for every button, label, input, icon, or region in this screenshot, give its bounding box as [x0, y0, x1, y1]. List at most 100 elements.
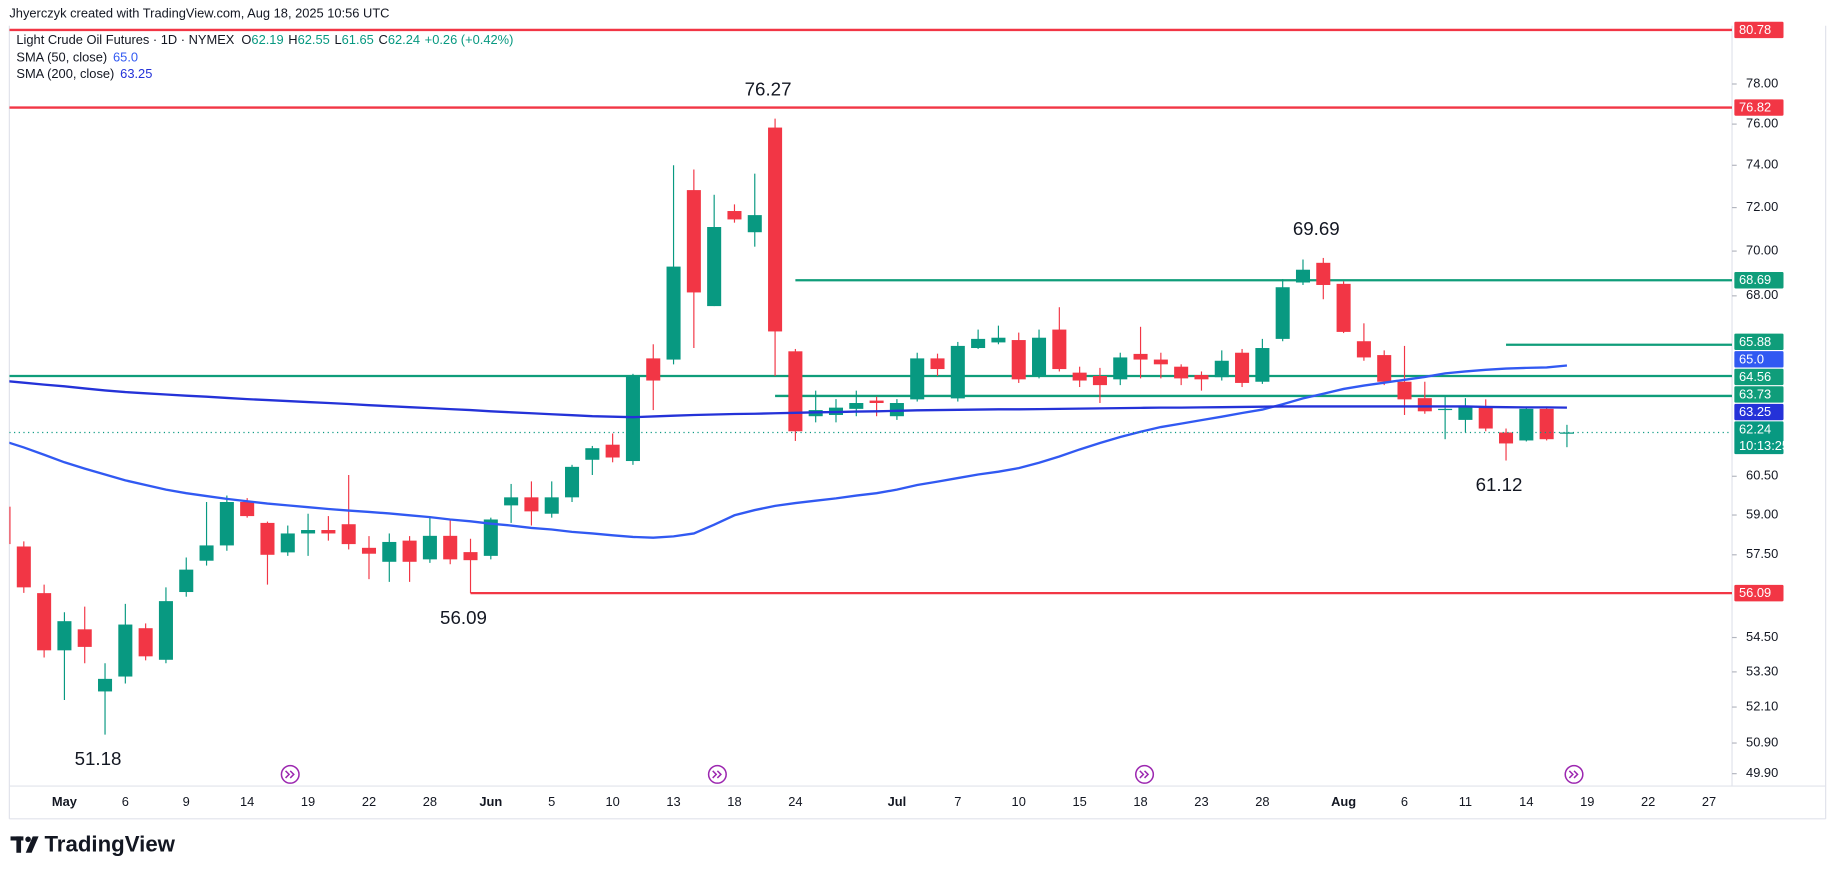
- candle-body: [361, 547, 377, 554]
- logo-part: [25, 836, 39, 853]
- x-tick-label: 6: [1401, 794, 1408, 809]
- price-badge-label: 76.82: [1739, 100, 1771, 115]
- x-tick-label: 28: [423, 794, 437, 809]
- candle-body: [1539, 408, 1554, 440]
- x-tick-label: Jun: [479, 794, 502, 809]
- logo-part: [25, 836, 31, 843]
- candle-body: [747, 215, 762, 233]
- candle-body: [585, 448, 600, 460]
- candle-body: [219, 502, 234, 546]
- author-line: Jhyerczyk created with TradingView.com, …: [9, 5, 389, 20]
- legend-series-name: SMA (200, close): [16, 66, 114, 81]
- price-badge-label: 64.56: [1739, 369, 1771, 384]
- y-tick-label: 60.50: [1746, 468, 1778, 483]
- price-annotation: 56.09: [440, 607, 487, 628]
- x-tick-label: 10: [605, 794, 619, 809]
- candle-body: [625, 375, 640, 462]
- x-tick-label: 24: [788, 794, 802, 809]
- x-tick-label: May: [52, 794, 78, 809]
- candle-body: [1153, 359, 1168, 365]
- x-tick-label: 19: [301, 794, 315, 809]
- candle-body: [98, 678, 113, 692]
- y-tick-label: 74.00: [1746, 157, 1778, 172]
- price-badge-label: 62.24: [1739, 422, 1771, 437]
- candle-body: [869, 400, 884, 404]
- y-tick-label: 57.50: [1746, 546, 1778, 561]
- sma-line: [9, 364, 1568, 539]
- plot-area: [9, 28, 1733, 735]
- price-annotation: 69.69: [1293, 218, 1340, 239]
- x-tick-label: 18: [727, 794, 741, 809]
- candle-body: [950, 345, 965, 399]
- candle-body: [341, 524, 356, 545]
- candle-body: [118, 624, 133, 677]
- legend-series: SMA (50, close) 65.0: [16, 50, 138, 65]
- candle-body: [422, 535, 437, 560]
- candle-body: [646, 358, 661, 381]
- candle-body: [1032, 337, 1047, 376]
- event-icon: [280, 764, 300, 784]
- price-annotation: 51.18: [75, 748, 122, 769]
- event-icon-arrow: [1568, 770, 1579, 779]
- legend-ohlc-value: 62.55: [298, 32, 330, 47]
- price-badge: [1734, 403, 1784, 421]
- x-tick-label: 27: [1702, 794, 1716, 809]
- legend-ohlc-label: H: [288, 32, 297, 47]
- event-icon: [707, 764, 727, 784]
- candle-body: [179, 569, 194, 593]
- x-tick-label: 5: [548, 794, 555, 809]
- candle-body: [1275, 287, 1290, 339]
- candle-body: [849, 403, 864, 409]
- y-tick-label: 53.30: [1746, 663, 1778, 678]
- event-icon-arrow: [712, 770, 722, 779]
- price-badge: [1734, 272, 1784, 289]
- price-badge-label: 80.78: [1739, 22, 1771, 37]
- x-tick-label: 7: [954, 794, 961, 809]
- price-annotation: 61.12: [1476, 474, 1523, 495]
- candle-body: [158, 601, 173, 660]
- candle-body: [544, 497, 559, 514]
- x-tick-label: Jul: [888, 794, 907, 809]
- candle-body: [280, 533, 295, 553]
- candle-body: [788, 351, 803, 432]
- price-badge: [1734, 21, 1784, 39]
- candle-body: [9, 506, 11, 545]
- legend-main: Light Crude Oil Futures · 1D · NYMEX O 62.…: [16, 32, 513, 47]
- price-badge: [1734, 99, 1784, 116]
- candle-body: [1377, 355, 1392, 382]
- legend-change: +0.26 (+0.42%): [425, 32, 514, 47]
- candle-body: [727, 211, 742, 220]
- candle-body: [1072, 372, 1087, 381]
- candle-body: [240, 502, 255, 517]
- x-tick-label: 22: [1641, 794, 1655, 809]
- y-tick-label: 70.00: [1746, 242, 1778, 257]
- candle-body: [1417, 398, 1432, 412]
- candle-body: [707, 227, 722, 307]
- candle-body: [686, 190, 701, 293]
- candle-body: [930, 358, 945, 370]
- candle-body: [1194, 375, 1209, 380]
- price-badge-label: 63.25: [1739, 404, 1771, 419]
- candle-body: [1499, 432, 1514, 444]
- y-tick-label: 78.00: [1746, 75, 1778, 90]
- x-tick-label: 15: [1072, 794, 1086, 809]
- y-tick-label: 52.10: [1746, 698, 1778, 713]
- price-badge: [1734, 368, 1784, 386]
- y-tick-label: 59.00: [1746, 506, 1778, 521]
- x-tick-label: 19: [1580, 794, 1594, 809]
- y-tick-label: 76.00: [1746, 116, 1778, 131]
- price-badge-label: 63.73: [1739, 386, 1771, 401]
- event-icons: [280, 764, 1584, 784]
- legend-title: Light Crude Oil Futures · 1D · NYMEX: [16, 32, 234, 47]
- candle-body: [1235, 352, 1250, 383]
- legend-series-value: 65.0: [113, 50, 138, 65]
- candle-body: [1295, 269, 1311, 283]
- legend-ohlc-label: O: [241, 32, 251, 47]
- candle-body: [483, 519, 498, 556]
- candle-body: [1174, 366, 1189, 379]
- candle-body: [768, 127, 783, 332]
- y-tick-label: 49.90: [1746, 765, 1778, 780]
- candle-body: [1011, 340, 1026, 380]
